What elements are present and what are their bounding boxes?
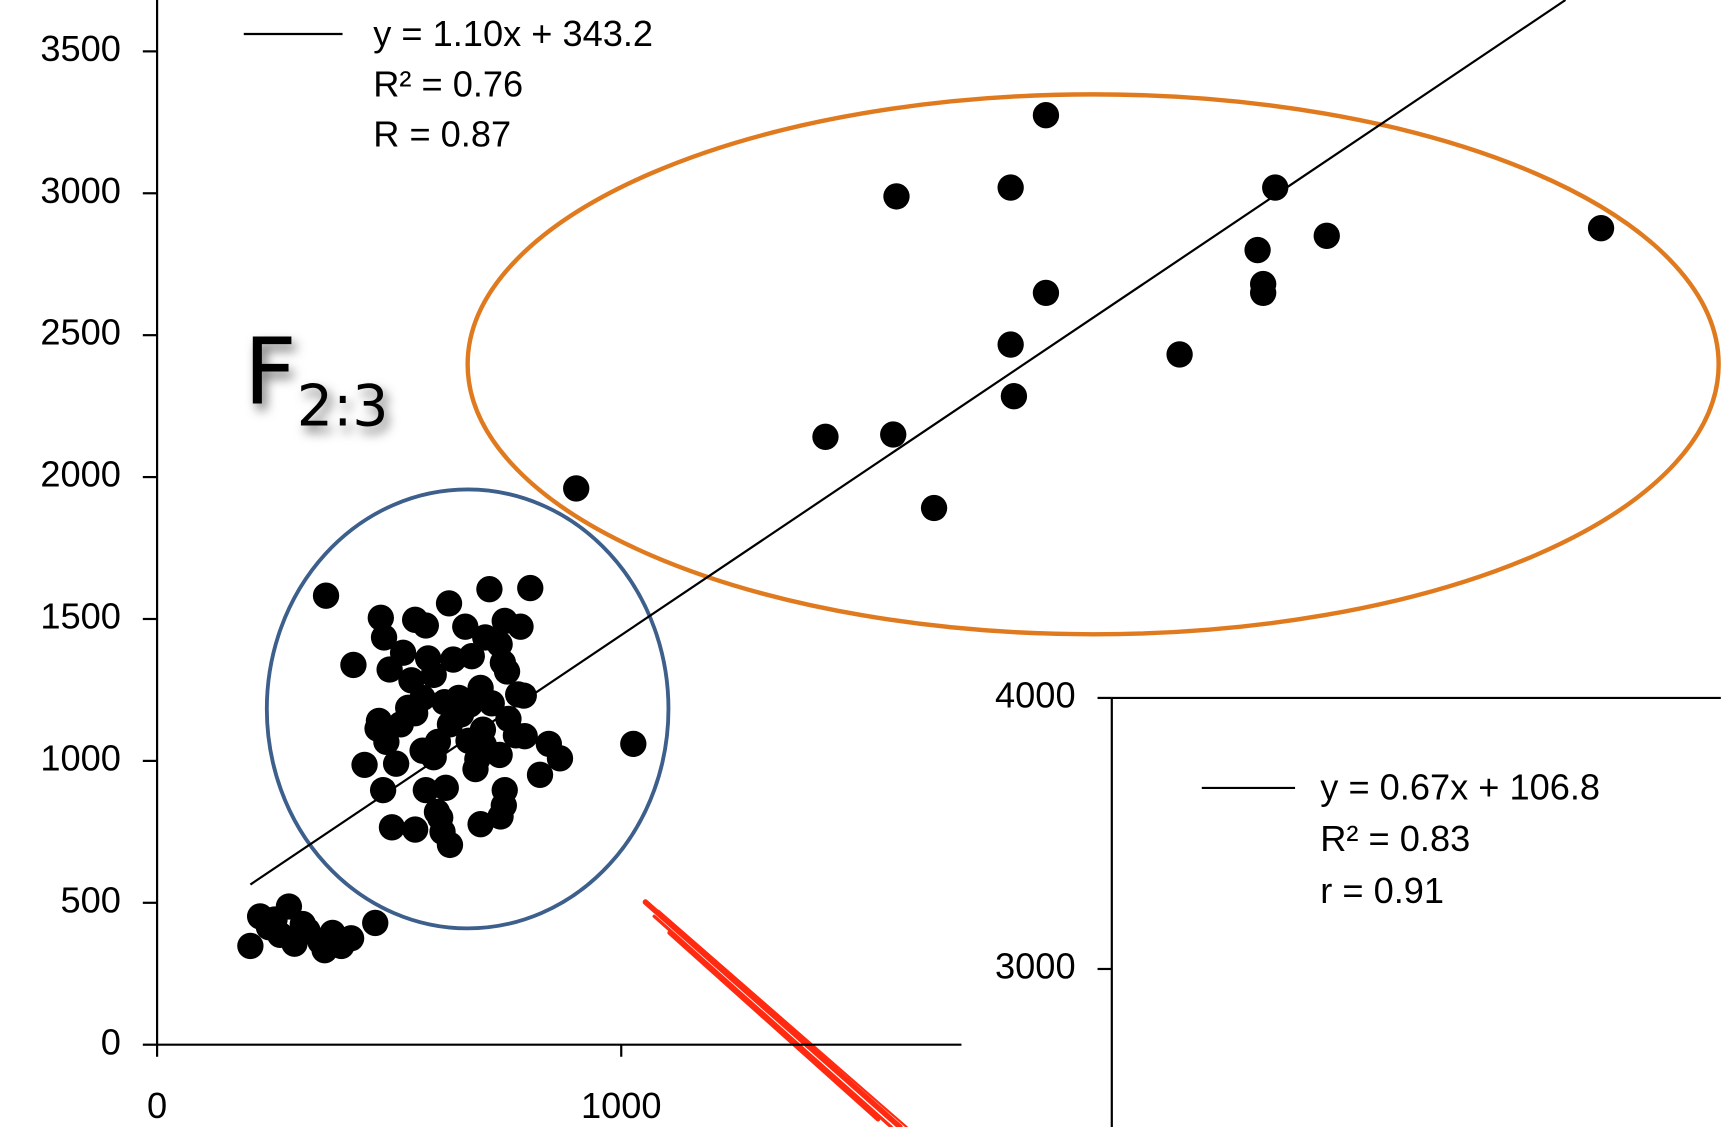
point — [1033, 102, 1059, 128]
point — [812, 424, 838, 450]
point — [237, 933, 263, 959]
point — [512, 723, 538, 749]
orange-ellipse — [468, 94, 1719, 634]
point — [507, 613, 533, 639]
group-label-sub: 2:3 — [297, 373, 389, 439]
point — [462, 756, 488, 782]
point — [491, 792, 517, 818]
point — [340, 652, 366, 678]
trendline-label: R = 0.87 — [373, 114, 511, 155]
point — [1588, 215, 1614, 241]
point — [1001, 383, 1027, 409]
point — [415, 645, 441, 671]
point — [494, 658, 520, 684]
y-tick-label: 2000 — [40, 454, 121, 495]
point — [547, 745, 573, 771]
point — [921, 495, 947, 521]
red-scribble — [645, 902, 906, 1127]
point — [311, 937, 337, 963]
point — [370, 777, 396, 803]
y-tick-label: 3000 — [995, 946, 1076, 987]
y-tick-label: 0 — [101, 1021, 121, 1062]
point — [457, 691, 483, 717]
point — [424, 799, 450, 825]
trendline-label: y = 1.10x + 343.2 — [373, 13, 653, 54]
trendline-label: R² = 0.76 — [373, 63, 523, 104]
trendline-label: y = 0.67x + 106.8 — [1320, 767, 1600, 808]
chart: 0 500 1000 1500 2000 2500 3000 3500 0 1000 y = 1.1… — [0, 0, 1721, 1127]
point — [362, 910, 388, 936]
group-label: F2:3 — [244, 318, 389, 439]
trendline-label: r = 0.91 — [1320, 870, 1444, 911]
point — [338, 925, 364, 951]
point — [366, 708, 392, 734]
y-tick-label: 1500 — [40, 596, 121, 637]
y-tick-label: 2500 — [40, 312, 121, 353]
point — [883, 183, 909, 209]
point — [1033, 280, 1059, 306]
point — [290, 911, 316, 937]
trendline-label: R² = 0.83 — [1320, 818, 1470, 859]
y-tick-label: 3000 — [40, 170, 121, 211]
point — [1314, 223, 1340, 249]
point — [880, 421, 906, 447]
point — [511, 682, 537, 708]
point — [437, 832, 463, 858]
point — [351, 752, 377, 778]
point — [620, 731, 646, 757]
point — [476, 576, 502, 602]
point — [313, 583, 339, 609]
y-tick-label: 1000 — [40, 737, 121, 778]
point — [1262, 174, 1288, 200]
x-tick-label: 0 — [147, 1085, 167, 1126]
point — [402, 816, 428, 842]
point — [433, 775, 459, 801]
point — [470, 717, 496, 743]
point — [517, 575, 543, 601]
y-tick-label: 500 — [60, 879, 120, 920]
point — [1250, 280, 1276, 306]
x-tick-label: 1000 — [581, 1085, 662, 1126]
point — [383, 751, 409, 777]
point — [997, 331, 1023, 357]
y-tick-label: 3500 — [40, 28, 121, 69]
point — [256, 914, 282, 940]
point — [467, 811, 493, 837]
y-tick-label: 4000 — [995, 674, 1076, 715]
point — [379, 814, 405, 840]
point — [398, 667, 424, 693]
point — [563, 475, 589, 501]
point — [997, 174, 1023, 200]
point — [402, 700, 428, 726]
point — [413, 612, 439, 638]
page: {"chart_data":[ {"type":"scatter","xlim"… — [0, 0, 1721, 1127]
point — [1166, 341, 1192, 367]
group-label-main: F — [244, 318, 297, 426]
point — [1244, 237, 1270, 263]
point — [436, 590, 462, 616]
